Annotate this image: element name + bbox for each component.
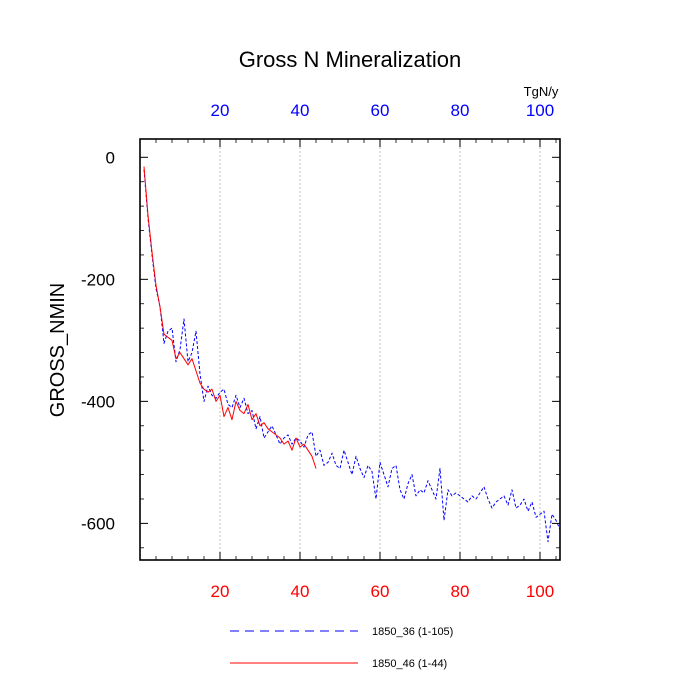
x-tick-label-bottom: 60: [371, 582, 390, 601]
y-tick-label: -600: [81, 514, 115, 533]
x-tick-label-top: 100: [526, 101, 554, 120]
plot-frame: [139, 138, 561, 561]
y-tick-labels: 0 -200 -400 -600: [81, 148, 115, 533]
top-axis-unit: TgN/y: [524, 84, 559, 99]
series-line-2: [143, 166, 317, 469]
y-tick-label: -400: [81, 392, 115, 411]
x-tick-label-bottom: 40: [291, 582, 310, 601]
series-group: [143, 166, 561, 543]
x-tick-label-bottom: 80: [451, 582, 470, 601]
x-tick-label-top: 20: [211, 101, 230, 120]
x-tick-label-top: 80: [451, 101, 470, 120]
legend: 1850_36 (1-105) 1850_46 (1-44): [230, 626, 453, 670]
chart-title: Gross N Mineralization: [239, 47, 462, 72]
grid-lines: [219, 139, 541, 560]
x-tick-label-top: 40: [291, 101, 310, 120]
x-tick-labels-top: 20 40 60 80 100: [211, 101, 555, 120]
y-tick-label: 0: [106, 148, 115, 167]
x-tick-labels-bottom: 20 40 60 80 100: [211, 582, 555, 601]
legend-label-series-2: 1850_46 (1-44): [372, 658, 447, 670]
x-tick-label-bottom: 20: [211, 582, 230, 601]
y-axis-label: GROSS_NMIN: [47, 283, 69, 417]
x-tick-label-top: 60: [371, 101, 390, 120]
series-line-1: [143, 169, 561, 543]
axis-ticks: [140, 139, 560, 560]
legend-label-series-1: 1850_36 (1-105): [372, 626, 453, 638]
y-tick-label: -200: [81, 270, 115, 289]
x-tick-label-bottom: 100: [526, 582, 554, 601]
